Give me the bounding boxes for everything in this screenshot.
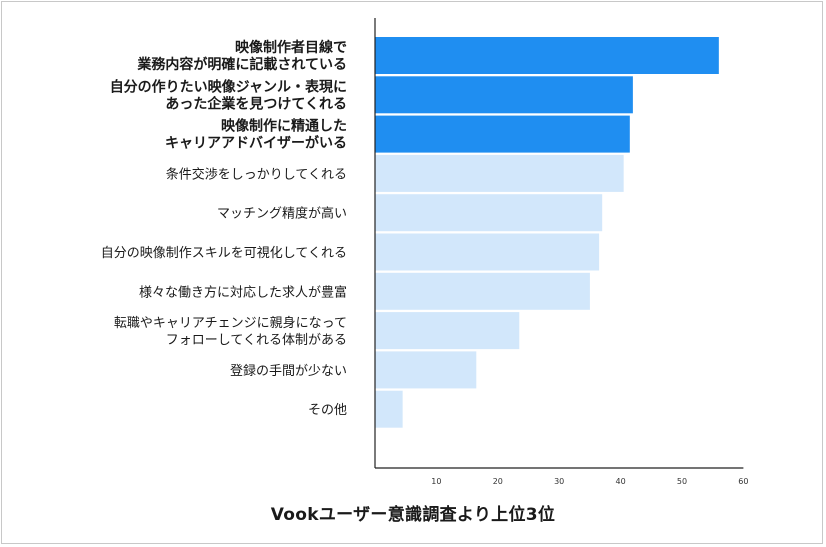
category-labels-group: 映像制作者目線で業務内容が明確に記載されている自分の作りたい映像ジャンル・表現に… <box>101 39 347 418</box>
bars-group <box>375 37 719 428</box>
bar-10 <box>375 390 403 428</box>
category-label-2-line-2: あった企業を見つけてくれる <box>165 95 347 112</box>
x-tick-label-60: 60 <box>738 477 748 486</box>
category-label-7: 様々な働き方に対応した求人が豊富 <box>139 284 347 300</box>
axes-group: 10 20 30 40 50 60 <box>374 18 748 486</box>
bar-1 <box>375 37 719 74</box>
category-label-8-line-2: フォローしてくれる体制がある <box>166 333 347 348</box>
bar-7 <box>375 272 590 310</box>
category-label-3-line-1: 映像制作に精通した <box>221 118 347 135</box>
bar-6 <box>375 233 600 271</box>
category-label-4: 条件交渉をしっかりしてくれる <box>166 166 347 182</box>
category-label-1-line-1: 映像制作者目線で <box>235 39 347 56</box>
x-tick-label-20: 20 <box>493 477 503 486</box>
category-label-5: マッチング精度が高い <box>217 206 347 222</box>
category-label-9: 登録の手間が少ない <box>230 364 347 379</box>
x-tick-label-40: 40 <box>616 477 626 486</box>
x-tick-label-30: 30 <box>554 477 564 486</box>
category-label-3-line-2: キャリアアドバイザーがいる <box>165 135 347 152</box>
category-label-10: その他 <box>308 403 347 418</box>
category-label-6: 自分の映像制作スキルを可視化してくれる <box>101 246 347 261</box>
category-label-8-line-1: 転職やキャリアチェンジに親身になって <box>114 315 347 331</box>
category-label-1-line-2: 業務内容が明確に記載されている <box>136 56 347 73</box>
bar-4 <box>375 154 624 192</box>
bar-2 <box>375 76 633 114</box>
bar-5 <box>375 194 603 232</box>
category-label-2-line-1: 自分の作りたい映像ジャンル・表現に <box>110 78 347 95</box>
bar-9 <box>375 351 477 389</box>
x-tick-label-10: 10 <box>431 477 441 486</box>
bar-8 <box>375 312 520 350</box>
x-tick-label-50: 50 <box>677 477 687 486</box>
chart-caption: Vookユーザー意識調査より上位3位 <box>270 505 556 525</box>
bar-3 <box>375 115 630 153</box>
